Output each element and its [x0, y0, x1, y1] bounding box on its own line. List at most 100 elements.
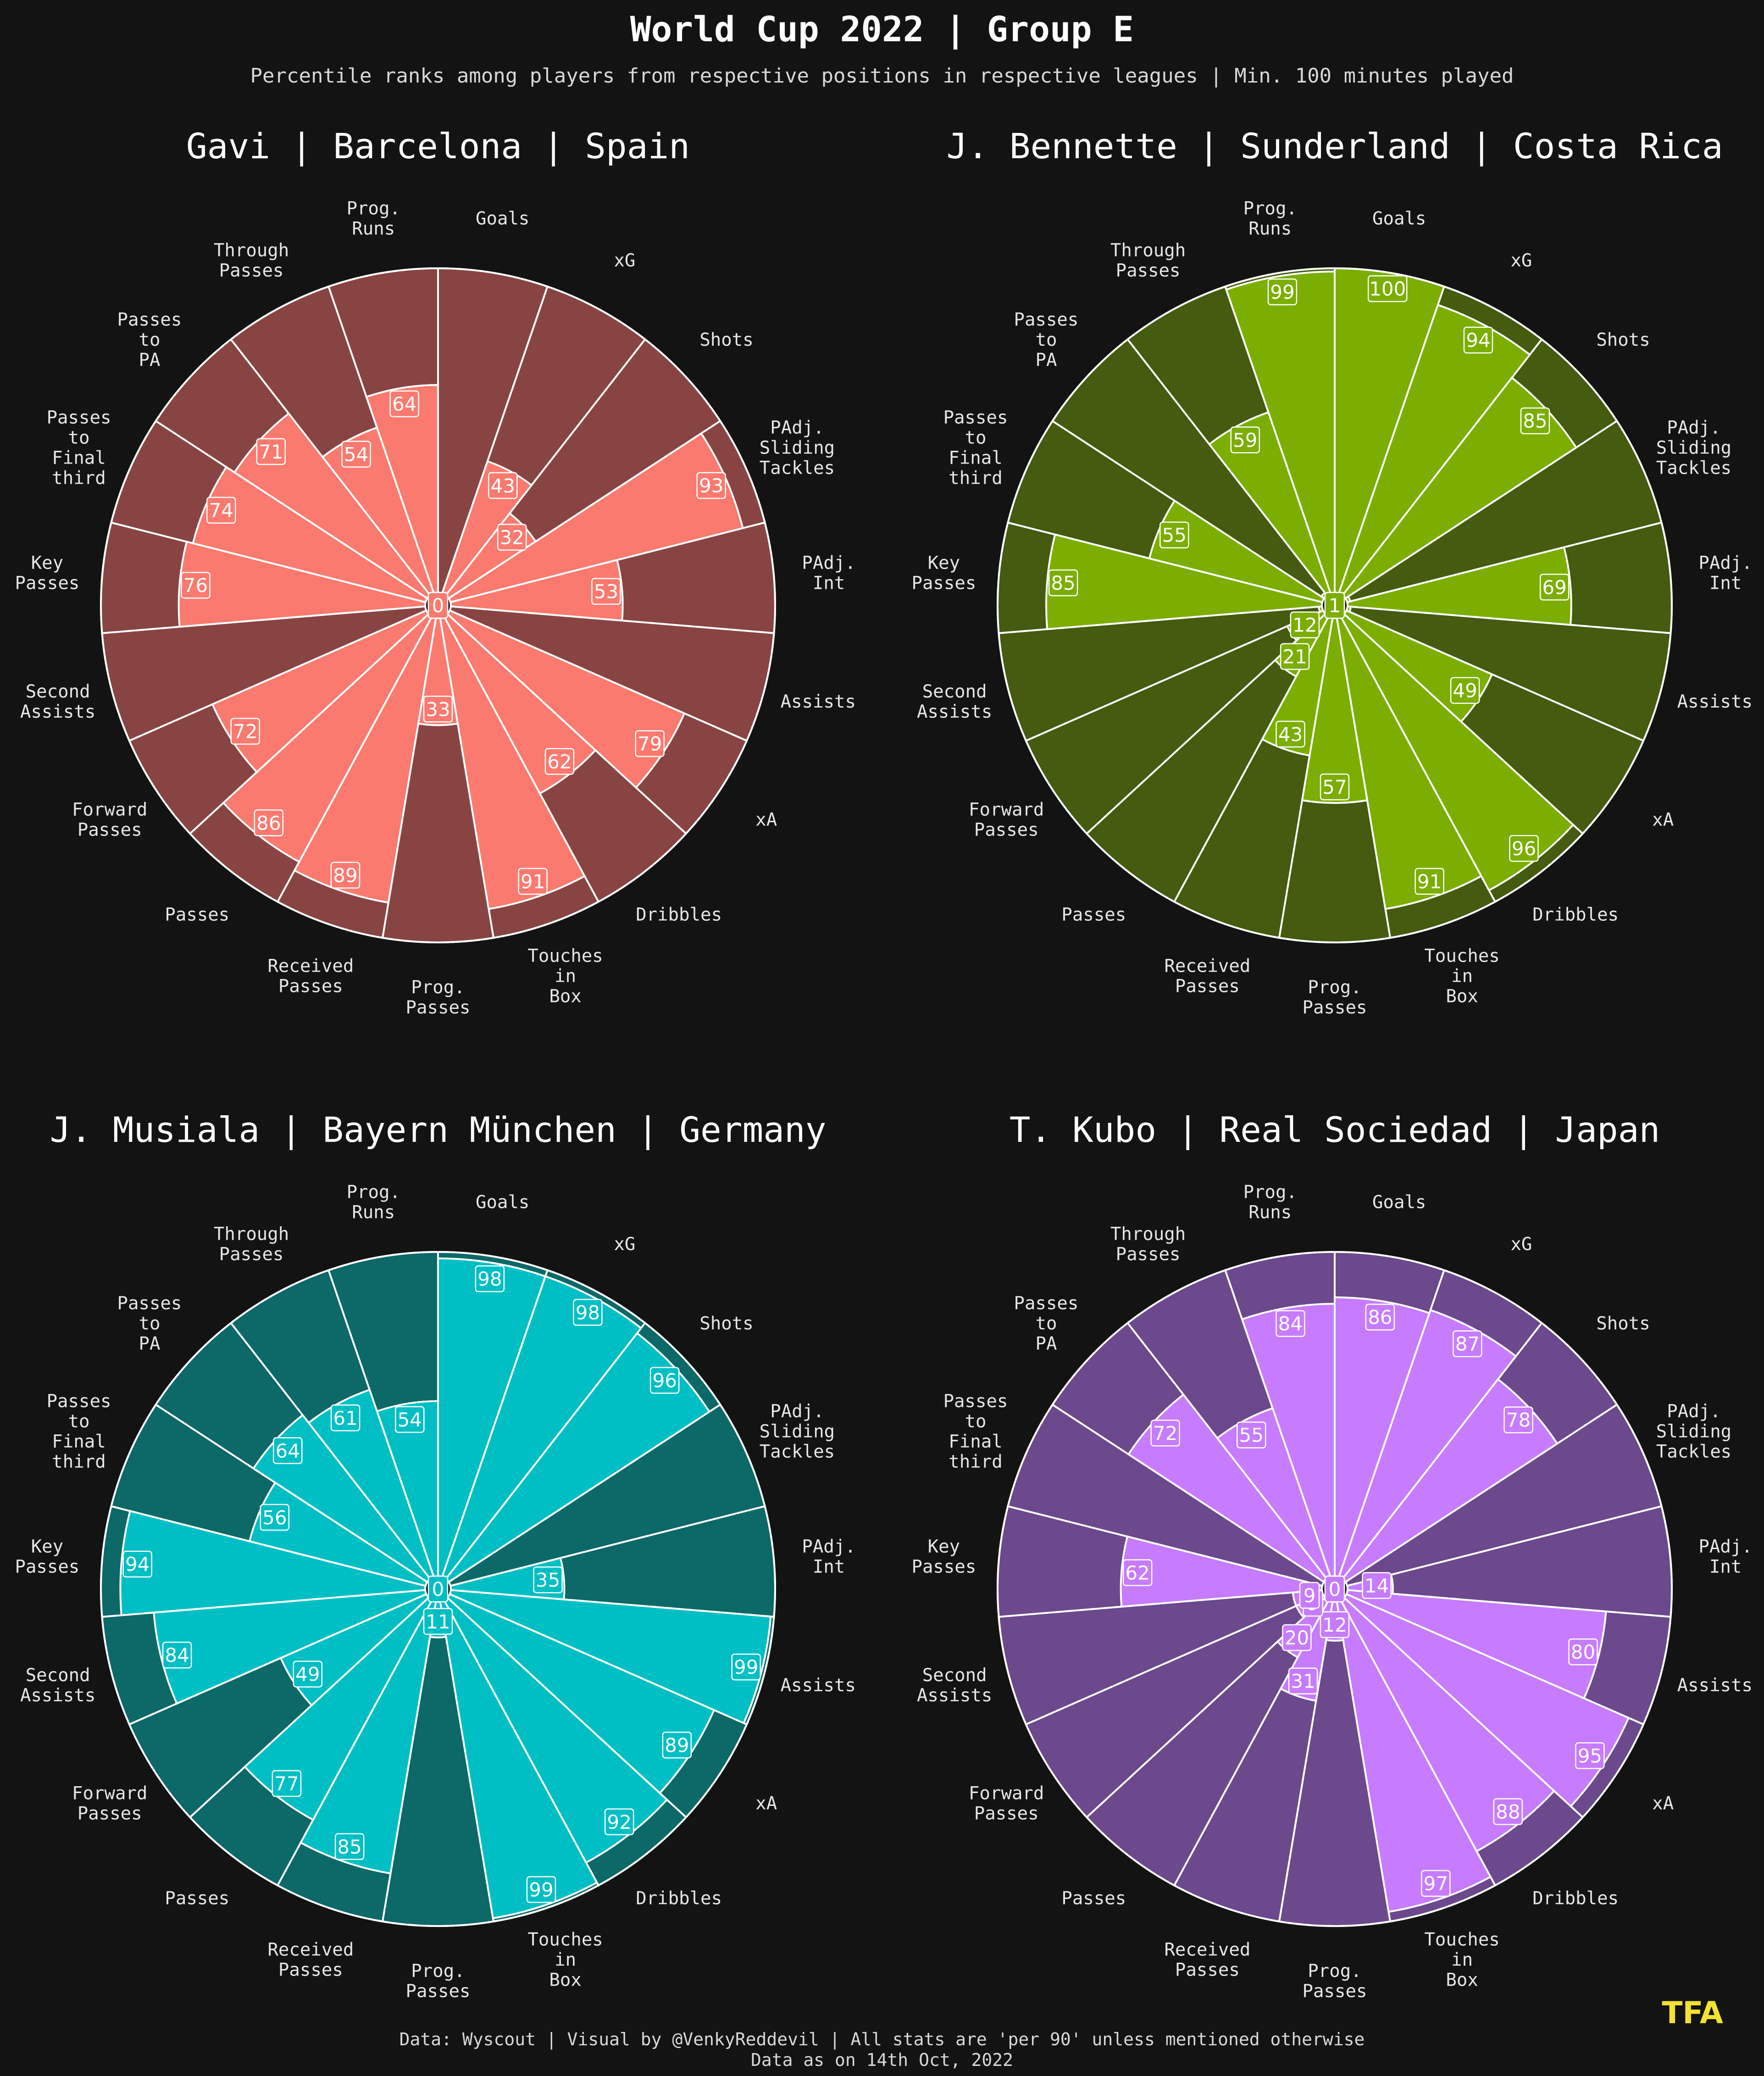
- value-label: 84: [1276, 1310, 1305, 1337]
- value-label: 78: [1503, 1406, 1533, 1434]
- category-label: Prog. Runs: [1243, 199, 1297, 239]
- svg-text:32: 32: [500, 526, 524, 549]
- svg-text:99: 99: [1270, 281, 1294, 304]
- svg-text:1: 1: [1329, 594, 1341, 617]
- svg-text:64: 64: [392, 393, 416, 415]
- category-label: Assists: [1677, 692, 1753, 712]
- category-label: Assists: [781, 1675, 856, 1696]
- category-label: Touches in Box: [527, 1930, 603, 1991]
- category-label: Key Passes: [15, 1536, 79, 1577]
- svg-text:72: 72: [1153, 1422, 1177, 1445]
- category-label: PAdj. Int: [802, 1536, 855, 1577]
- outer-ring: [997, 267, 1673, 943]
- value-label: 87: [1453, 1330, 1482, 1357]
- svg-text:87: 87: [1455, 1333, 1480, 1355]
- svg-text:69: 69: [1542, 576, 1566, 598]
- svg-text:54: 54: [398, 1408, 422, 1431]
- chart-title: J. Musiala | Bayern München | Germany: [50, 1109, 827, 1151]
- svg-text:55: 55: [1239, 1424, 1264, 1446]
- svg-text:98: 98: [576, 1301, 600, 1324]
- category-label: Prog. Runs: [347, 199, 400, 239]
- svg-text:79: 79: [638, 733, 662, 755]
- svg-text:84: 84: [1278, 1312, 1303, 1335]
- value-label: 72: [1150, 1419, 1180, 1447]
- category-label: xA: [1652, 1794, 1674, 1814]
- value-label: 85: [1520, 407, 1550, 434]
- value-label: 0: [427, 592, 449, 619]
- value-label: 69: [1539, 574, 1570, 601]
- category-label: Passes to PA: [117, 1293, 182, 1354]
- category-label: Touches in Box: [1424, 946, 1499, 1007]
- category-label: Assists: [781, 692, 856, 712]
- category-label: Through Passes: [214, 240, 289, 281]
- svg-text:71: 71: [259, 441, 283, 463]
- value-label: 55: [1159, 521, 1189, 548]
- svg-text:99: 99: [529, 1878, 553, 1901]
- radar-chart: Gavi | Barcelona | Spain0433293530796291…: [15, 126, 856, 1018]
- value-bar: [446, 1593, 716, 1794]
- category-label: Dribbles: [636, 1888, 722, 1909]
- value-bar: [447, 432, 744, 603]
- category-label: Prog. Runs: [1243, 1182, 1297, 1223]
- value-bar: [1120, 1535, 1324, 1608]
- value-label: 89: [662, 1732, 692, 1759]
- category-label: xG: [614, 250, 635, 271]
- svg-text:96: 96: [1512, 837, 1536, 860]
- value-label: 97: [1421, 1870, 1451, 1897]
- category-label: Through Passes: [214, 1224, 289, 1265]
- svg-text:94: 94: [1466, 329, 1490, 352]
- svg-text:61: 61: [333, 1407, 357, 1429]
- value-label: 96: [1509, 835, 1539, 862]
- value-label: 91: [1415, 868, 1444, 895]
- value-bar: [1346, 546, 1572, 626]
- category-label: Passes to Final third: [47, 408, 111, 489]
- svg-text:62: 62: [547, 750, 571, 773]
- svg-text:86: 86: [256, 812, 281, 834]
- category-label: Received Passes: [267, 1940, 354, 1981]
- svg-text:64: 64: [276, 1439, 300, 1462]
- value-bar: [1148, 499, 1326, 603]
- category-label: Touches in Box: [527, 946, 603, 1007]
- value-label: 89: [330, 862, 361, 889]
- category-label: Second Assists: [20, 681, 95, 722]
- svg-text:76: 76: [183, 574, 208, 597]
- value-label: 35: [533, 1566, 563, 1594]
- svg-text:31: 31: [1291, 1670, 1315, 1693]
- value-bar: [1345, 1589, 1607, 1700]
- radar-chart: J. Musiala | Bayern München | Germany 98 9…: [15, 1109, 856, 2002]
- svg-text:53: 53: [594, 581, 618, 603]
- category-label: Passes: [1061, 1888, 1126, 1909]
- category-label: Goals: [1372, 209, 1426, 229]
- value-label: 79: [635, 730, 665, 757]
- svg-text:54: 54: [344, 443, 368, 465]
- svg-text:99: 99: [734, 1656, 758, 1678]
- main-title: World Cup 2022 | Group E: [630, 9, 1134, 50]
- value-label: 96: [649, 1367, 680, 1394]
- value-label: 86: [1365, 1303, 1395, 1331]
- svg-text:85: 85: [1523, 410, 1547, 432]
- charts-group: Gavi | Barcelona | Spain0433293530796291…: [15, 126, 1753, 2002]
- value-label: 84: [162, 1641, 192, 1669]
- footer-date: Data as on 14th Oct, 2022: [751, 2050, 1013, 2070]
- svg-text:56: 56: [262, 1506, 287, 1529]
- value-label: 98: [573, 1299, 603, 1326]
- value-label: 49: [293, 1661, 323, 1688]
- value-label: 1: [1324, 592, 1345, 619]
- value-label: 80: [1568, 1638, 1598, 1666]
- category-label: xA: [755, 1794, 777, 1814]
- category-label: Passes: [165, 1888, 229, 1909]
- category-label: Key Passes: [911, 553, 976, 593]
- category-label: Received Passes: [1164, 956, 1250, 997]
- value-label: 94: [1463, 327, 1493, 354]
- value-label: 54: [341, 441, 371, 468]
- value-label: 43: [1276, 720, 1305, 748]
- category-label: PAdj. Int: [1698, 553, 1752, 593]
- svg-text:78: 78: [1506, 1409, 1531, 1431]
- svg-text:77: 77: [274, 1772, 299, 1795]
- category-label: Passes to PA: [1014, 310, 1079, 371]
- svg-text:72: 72: [233, 720, 257, 743]
- value-label: 88: [1493, 1798, 1523, 1825]
- category-label: PAdj. Sliding Tackles: [760, 418, 835, 479]
- svg-text:96: 96: [652, 1369, 677, 1392]
- value-label: 56: [260, 1504, 290, 1531]
